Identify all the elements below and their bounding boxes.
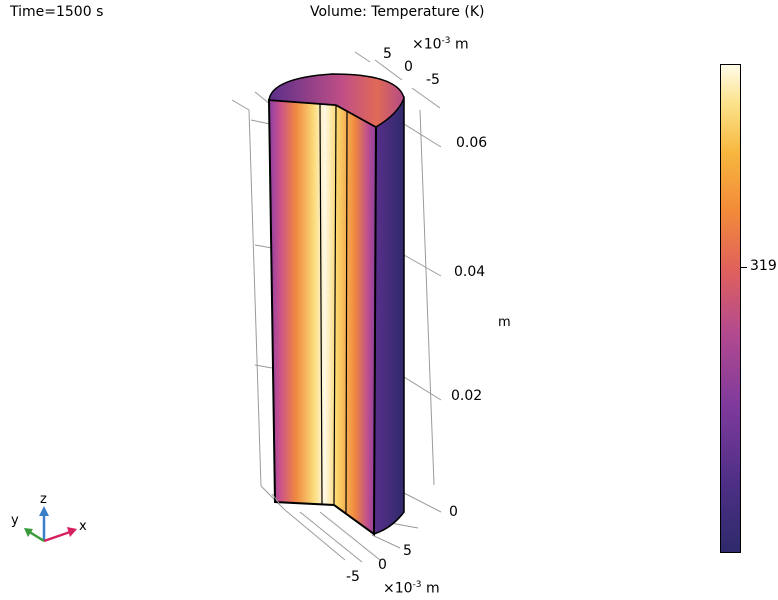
plot-title: Volume: Temperature (K)	[310, 4, 485, 20]
top-exp-unit: m	[454, 36, 469, 53]
z-tick-0: 0	[449, 504, 458, 520]
z-tick-004: 0.04	[454, 264, 486, 280]
triad-y-label: y	[11, 513, 19, 528]
top-exp-sup: -3	[441, 36, 451, 46]
bottom-tick-0: 0	[378, 557, 387, 573]
axis-grid-front	[271, 493, 280, 504]
bottom-exp-sup: -3	[412, 580, 422, 590]
top-tick-5: 5	[383, 46, 392, 62]
temperature-colorbar	[720, 64, 741, 553]
cylinder-top-cap	[268, 73, 405, 128]
bottom-exp-base: ×10	[383, 580, 413, 597]
cylinder-cut-face	[267, 98, 378, 536]
time-label: Time=1500 s	[10, 4, 104, 20]
axis-triad	[24, 506, 77, 543]
cylinder-side-face	[373, 96, 405, 536]
bottom-tick-neg5: -5	[346, 569, 360, 585]
axis-grid	[231, 51, 442, 563]
bottom-axis-exponent: ×10-3 m	[383, 580, 440, 597]
top-axis-exponent: ×10-3 m	[412, 36, 469, 53]
colorbar-label-319: 319	[750, 258, 777, 274]
bottom-exp-unit: m	[425, 580, 440, 597]
top-tick-neg5: -5	[426, 72, 440, 88]
top-tick-0: 0	[404, 59, 413, 75]
triad-x-label: x	[79, 519, 87, 534]
bottom-tick-5: 5	[403, 543, 412, 559]
colorbar-tick	[741, 267, 747, 268]
z-tick-006: 0.06	[456, 135, 488, 151]
triad-z-label: z	[40, 492, 47, 507]
z-tick-002: 0.02	[451, 388, 483, 404]
top-exp-base: ×10	[412, 36, 442, 53]
z-axis-unit: m	[498, 315, 511, 330]
cylinder-domain-lines	[319, 103, 348, 514]
